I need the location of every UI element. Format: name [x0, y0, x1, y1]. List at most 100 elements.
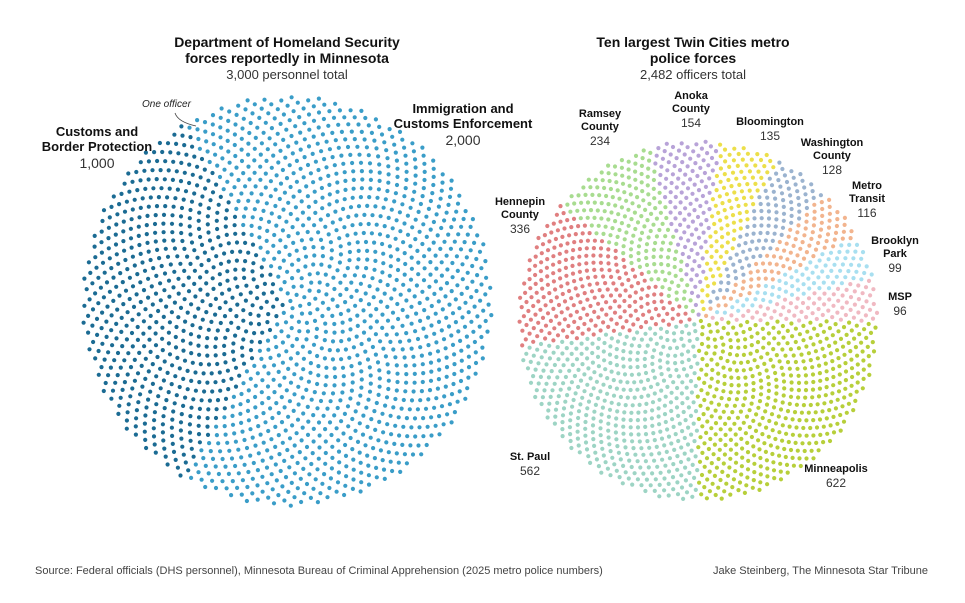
dot-msp	[826, 308, 831, 313]
dot-customs-and-border-protection	[181, 348, 186, 353]
dot-customs-and-border-protection	[180, 338, 186, 343]
dot-brooklyn-park	[801, 291, 806, 296]
dot-msp	[754, 310, 760, 315]
dot-immigration-and-customs-enforcement	[455, 399, 460, 404]
dot-immigration-and-customs-enforcement	[374, 307, 379, 312]
dot-bloomington	[768, 158, 773, 164]
dot-customs-and-border-protection	[244, 283, 249, 288]
dot-hennepin-county	[589, 289, 595, 294]
dot-bloomington	[704, 276, 709, 281]
dot-minneapolis	[747, 326, 753, 332]
dot-immigration-and-customs-enforcement	[302, 491, 307, 496]
dot-anoka-county	[670, 144, 676, 150]
dot-customs-and-border-protection	[197, 352, 202, 357]
dot-immigration-and-customs-enforcement	[302, 155, 307, 160]
dot-anoka-county	[685, 164, 690, 169]
dot-minneapolis	[731, 477, 737, 482]
dot-customs-and-border-protection	[210, 389, 215, 394]
dot-ramsey-county	[602, 185, 607, 191]
dot-minneapolis	[799, 410, 805, 415]
dot-washington-county	[786, 186, 791, 191]
dot-customs-and-border-protection	[162, 446, 167, 451]
dot-customs-and-border-protection	[98, 285, 103, 290]
dot-metro-transit	[740, 286, 745, 291]
dot-immigration-and-customs-enforcement	[317, 433, 322, 438]
dot-customs-and-border-protection	[102, 270, 107, 275]
dot-ramsey-county	[657, 227, 662, 233]
dot-st-paul	[621, 364, 626, 369]
dot-customs-and-border-protection	[223, 224, 228, 229]
dot-st-paul	[624, 334, 629, 339]
dot-ramsey-county	[620, 173, 625, 178]
dot-immigration-and-customs-enforcement	[279, 420, 285, 425]
dot-customs-and-border-protection	[167, 294, 172, 299]
dot-hennepin-county	[614, 321, 619, 326]
dot-immigration-and-customs-enforcement	[365, 248, 370, 253]
dot-st-paul	[618, 379, 623, 384]
dot-customs-and-border-protection	[158, 281, 163, 286]
dot-immigration-and-customs-enforcement	[395, 267, 401, 273]
dot-hennepin-county	[548, 318, 554, 323]
dot-immigration-and-customs-enforcement	[313, 159, 318, 164]
dot-immigration-and-customs-enforcement	[341, 374, 346, 379]
dot-immigration-and-customs-enforcement	[229, 456, 235, 461]
immigration-and-customs-enforcement-label: Immigration and	[412, 101, 513, 116]
dot-immigration-and-customs-enforcement	[332, 163, 337, 168]
dot-immigration-and-customs-enforcement	[283, 475, 289, 480]
dot-st-paul	[582, 389, 587, 394]
dot-st-paul	[693, 454, 698, 459]
dot-immigration-and-customs-enforcement	[232, 185, 237, 190]
dot-customs-and-border-protection	[183, 460, 188, 465]
dot-st-paul	[660, 457, 665, 462]
dot-st-paul	[608, 344, 613, 349]
dot-customs-and-border-protection	[111, 275, 116, 280]
dot-minneapolis	[710, 481, 715, 486]
dot-bloomington	[747, 188, 752, 193]
dot-brooklyn-park	[837, 249, 842, 255]
dot-customs-and-border-protection	[151, 426, 156, 431]
dot-immigration-and-customs-enforcement	[385, 362, 390, 367]
dot-ramsey-county	[646, 192, 651, 197]
dot-customs-and-border-protection	[187, 180, 192, 186]
dot-customs-and-border-protection	[174, 141, 179, 146]
dot-st-paul	[685, 396, 690, 401]
dot-immigration-and-customs-enforcement	[376, 154, 381, 159]
dot-st-paul	[673, 432, 678, 437]
dot-st-paul	[616, 402, 621, 407]
dot-customs-and-border-protection	[176, 151, 181, 156]
dot-msp	[794, 305, 799, 310]
dot-ramsey-county	[626, 223, 631, 228]
dot-st-paul	[643, 331, 648, 336]
dot-immigration-and-customs-enforcement	[282, 375, 287, 380]
dot-customs-and-border-protection	[205, 424, 210, 429]
dot-st-paul	[631, 336, 637, 341]
dot-hennepin-county	[633, 308, 638, 313]
dot-immigration-and-customs-enforcement	[403, 186, 408, 191]
dot-hennepin-county	[629, 284, 634, 289]
dot-customs-and-border-protection	[135, 324, 140, 330]
dot-immigration-and-customs-enforcement	[332, 330, 337, 335]
dot-immigration-and-customs-enforcement	[252, 207, 257, 212]
dot-st-paul	[534, 388, 539, 393]
dot-minneapolis	[699, 367, 704, 372]
dot-immigration-and-customs-enforcement	[231, 394, 236, 399]
dot-msp	[859, 318, 864, 323]
dot-minneapolis	[724, 481, 729, 486]
dot-customs-and-border-protection	[179, 412, 184, 417]
dot-anoka-county	[669, 221, 674, 227]
dot-minneapolis	[808, 320, 813, 325]
dot-immigration-and-customs-enforcement	[354, 334, 359, 339]
dot-minneapolis	[771, 460, 776, 465]
dot-immigration-and-customs-enforcement	[386, 164, 391, 169]
dot-washington-county	[751, 254, 756, 259]
dot-immigration-and-customs-enforcement	[278, 238, 283, 243]
dot-immigration-and-customs-enforcement	[239, 391, 244, 397]
dot-minneapolis	[779, 365, 784, 370]
dot-hennepin-county	[612, 299, 618, 304]
dot-hennepin-county	[617, 275, 622, 281]
dot-anoka-county	[690, 267, 695, 272]
dot-immigration-and-customs-enforcement	[274, 478, 279, 483]
dot-minneapolis	[844, 332, 849, 337]
dot-minneapolis	[828, 423, 833, 428]
dot-st-paul	[657, 358, 663, 363]
